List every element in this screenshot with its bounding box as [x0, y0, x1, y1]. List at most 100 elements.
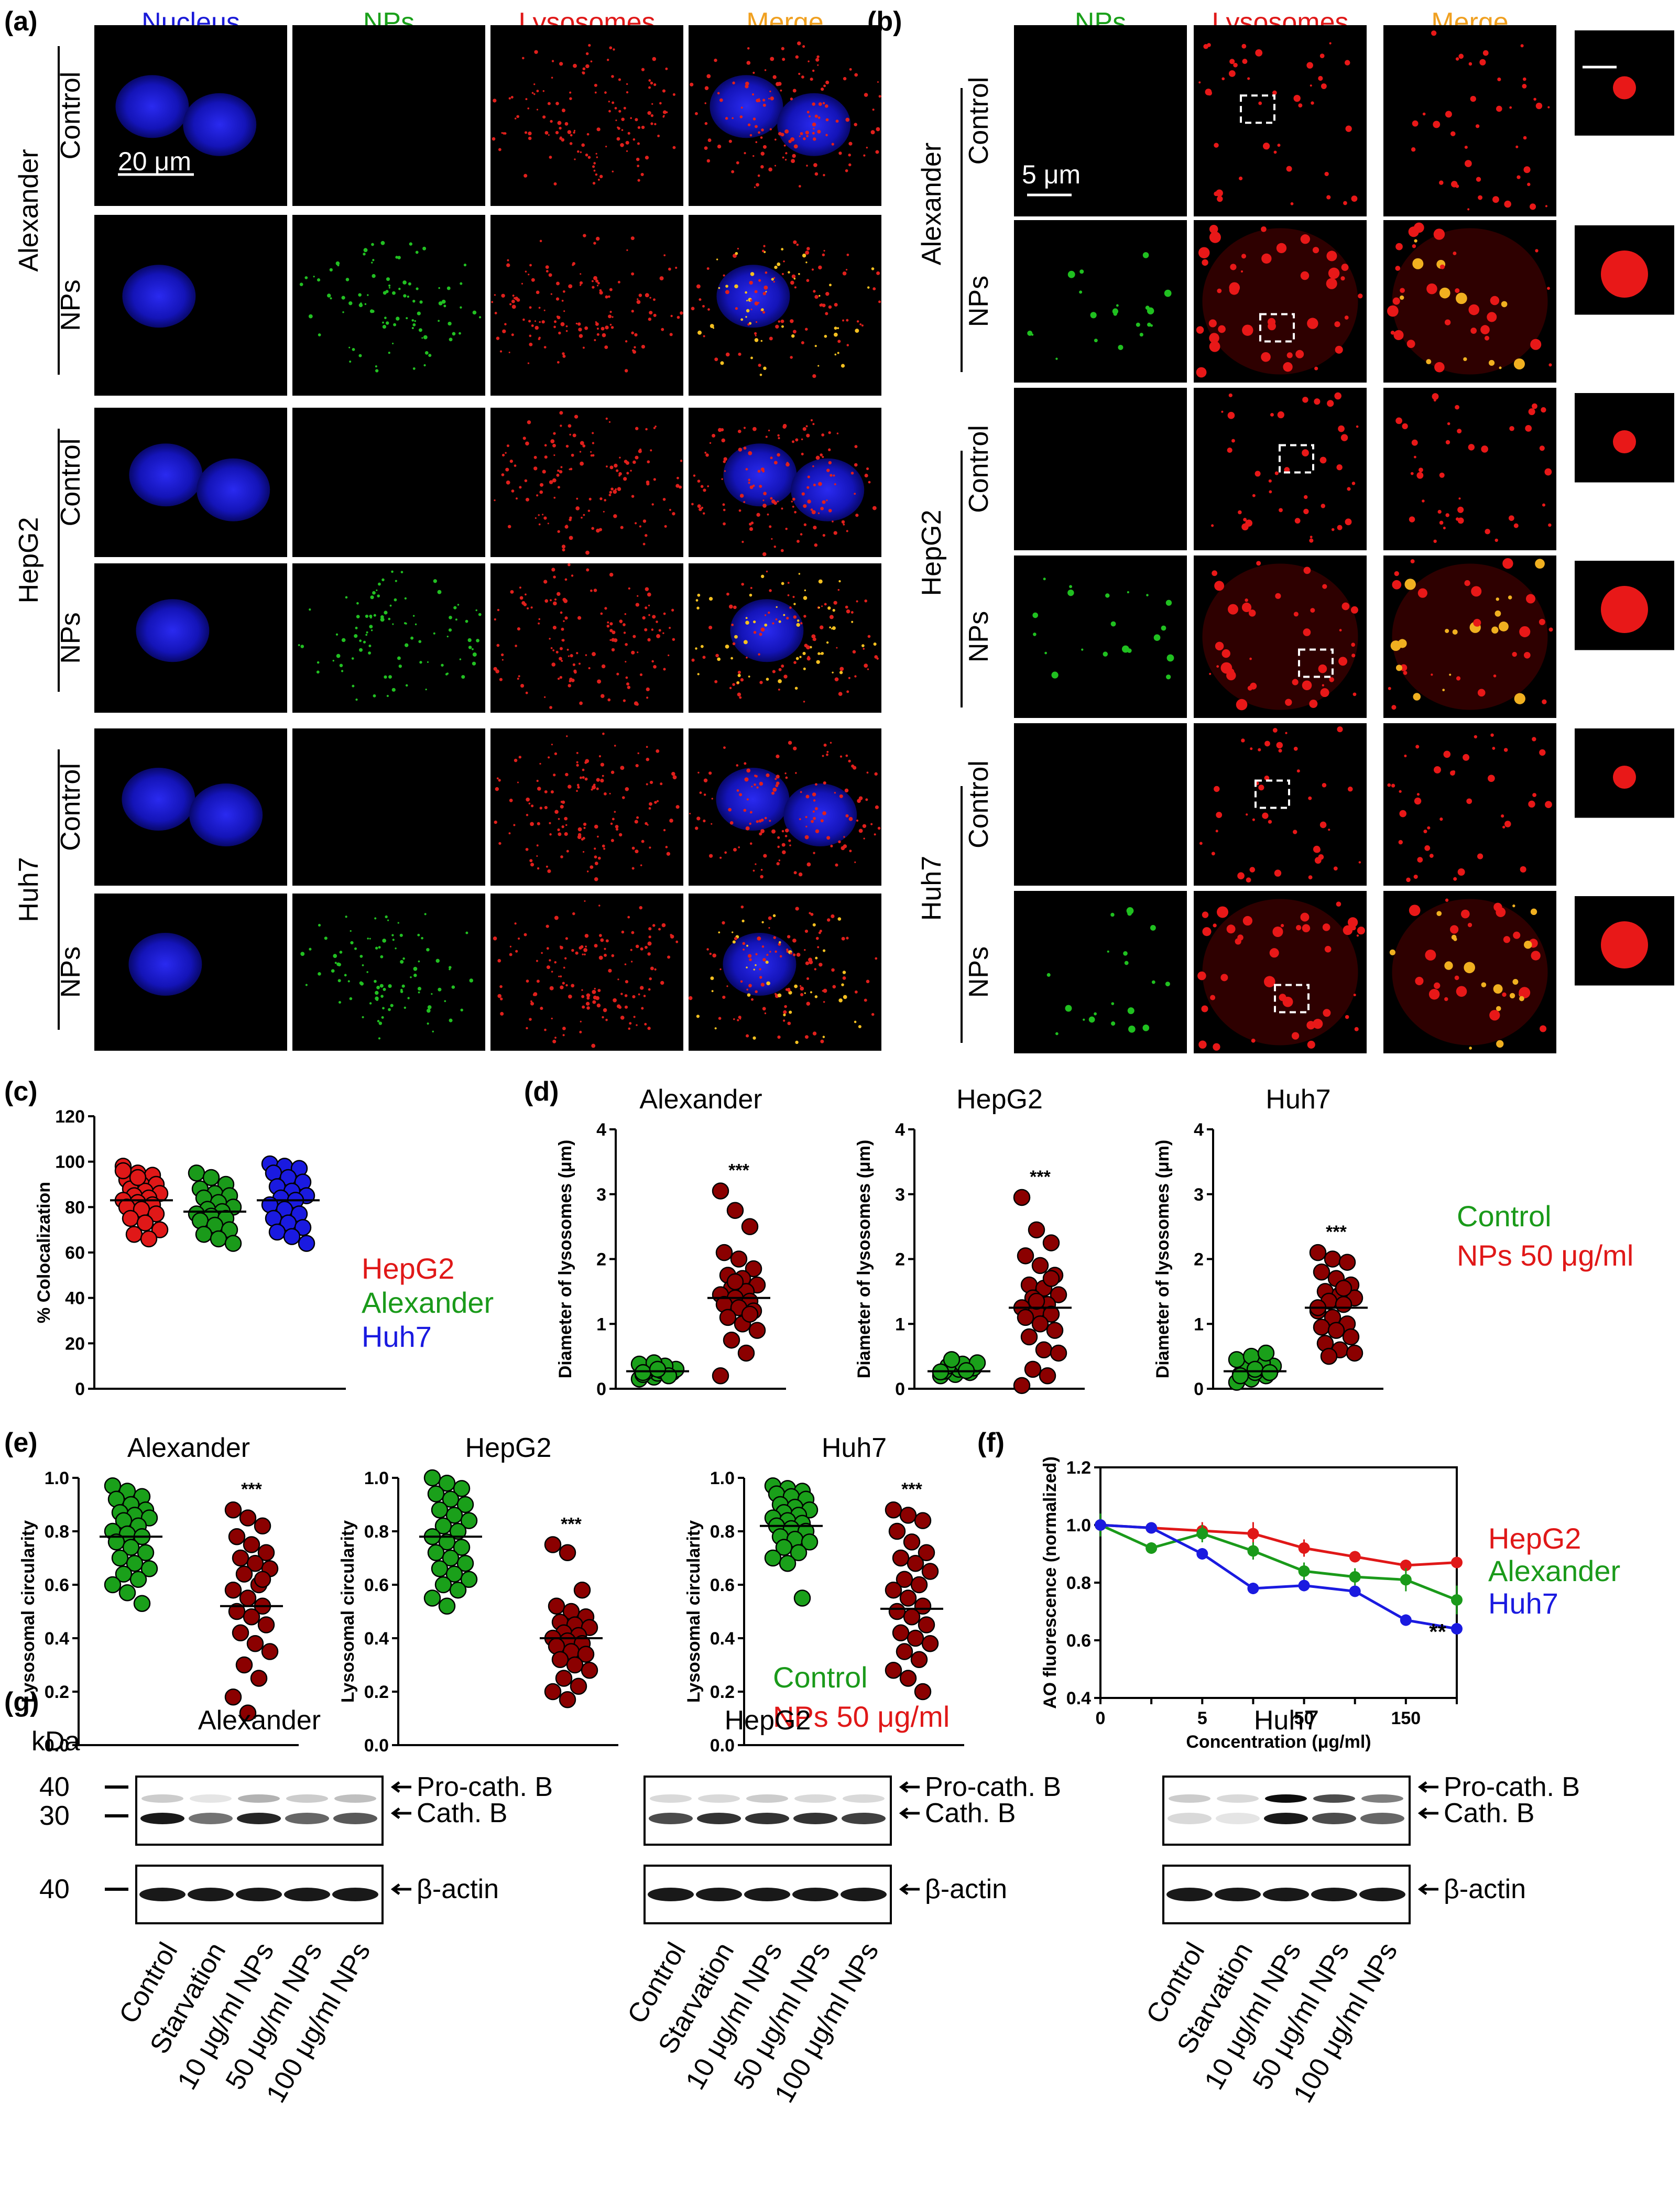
lysosome-dot: [1490, 733, 1494, 737]
lysosome-dot: [579, 281, 583, 285]
np-dot: [1083, 1018, 1085, 1021]
lysosome-dot: [807, 499, 811, 504]
lysosome-dot: [1264, 740, 1270, 747]
lysosome-dot: [1196, 367, 1207, 378]
lysosome-dot: [1228, 604, 1238, 615]
lysosome-dot: [1300, 234, 1310, 244]
y-tick-label: 4: [596, 1120, 606, 1140]
panel-a-cell-line: Alexander: [14, 149, 44, 271]
lysosome-dot: [823, 84, 826, 88]
band-actin: [696, 1888, 742, 1901]
lysosome-dot: [755, 141, 758, 144]
lysosome-dot: [846, 344, 849, 346]
micrograph-bg: [1014, 25, 1187, 216]
lysosome-dot: [1412, 120, 1419, 127]
lysosome-dot: [1290, 202, 1294, 205]
band-cath: [1312, 1813, 1356, 1824]
np-dot: [418, 640, 422, 644]
lysosome-dot: [631, 961, 633, 963]
y-tick-label: 0.6: [45, 1575, 69, 1595]
lysosome-dot: [558, 818, 560, 820]
lysosome-dot: [508, 832, 511, 835]
lysosome-dot: [599, 175, 603, 179]
lysosome-dot: [815, 936, 819, 940]
lysosome-dot: [599, 290, 603, 295]
lysosome-dot: [590, 865, 594, 869]
lysosome-dot: [1539, 618, 1545, 625]
lysosome-dot: [1238, 510, 1242, 515]
lysosome-dot: [560, 855, 563, 858]
panel-a-image: [94, 894, 287, 1051]
lysosome-dot: [844, 788, 849, 793]
lysosome-dot: [718, 1017, 722, 1020]
data-point: [1050, 1344, 1067, 1362]
lysosome-dot: [588, 667, 591, 670]
data-point: [723, 1331, 740, 1349]
lysosome-dot: [620, 526, 624, 529]
lysosome-dot: [631, 650, 635, 655]
y-tick-label: 1.0: [710, 1468, 735, 1488]
lysosome-dot: [543, 580, 548, 584]
lysosome-dot: [603, 510, 605, 513]
lysosome-dot: [592, 442, 595, 444]
chart-title: Huh7: [1266, 1084, 1330, 1115]
lysosome-dot: [623, 699, 626, 702]
lysosome-dot: [524, 479, 528, 483]
np-dot: [399, 933, 403, 937]
lysosome-dot: [595, 153, 597, 155]
y-tick-label: 0.4: [710, 1629, 735, 1649]
lysosome-dot: [544, 790, 548, 793]
lysosome-dot: [1455, 57, 1459, 61]
lysosome-dot: [770, 96, 774, 101]
lysosome-dot: [561, 299, 564, 302]
lysosome-dot: [843, 836, 845, 838]
lysosome-dot: [697, 330, 702, 335]
data-point: [573, 1581, 591, 1599]
lysosome-dot: [549, 986, 554, 990]
legend-1: Alexander: [362, 1286, 494, 1319]
lysosome-dot: [514, 117, 517, 119]
lysosome-dot: [839, 667, 844, 671]
band-actin: [1359, 1888, 1405, 1901]
data-point: [442, 1549, 460, 1567]
panel-b-image: [1014, 220, 1187, 383]
lysosome-dot: [562, 982, 565, 985]
lysosome-dot: [1509, 426, 1514, 431]
lysosome-dot: [739, 793, 743, 797]
lysosome-dot: [788, 271, 790, 274]
lysosome-dot: [828, 509, 832, 513]
lysosome-dot: [823, 249, 825, 252]
lysosome-dot: [625, 140, 629, 145]
panel-a-image: [292, 563, 485, 713]
lysosome-dot: [1432, 393, 1439, 400]
lysosome-dot: [1351, 195, 1358, 202]
lysosome-dot: [817, 512, 820, 515]
band-pro-cath: [334, 1794, 376, 1803]
lysosome-dot: [793, 746, 797, 750]
lysosome-dot: [863, 648, 865, 650]
lysosome-dot: [828, 431, 831, 434]
np-dot: [369, 938, 371, 940]
lysosome-dot: [625, 980, 629, 984]
lysosome-dot: [1263, 976, 1275, 987]
data-point: [246, 1554, 264, 1572]
data-point: [1035, 1341, 1053, 1358]
lysosome-dot: [569, 678, 573, 681]
lysosome-dot: [1390, 640, 1401, 651]
lysosome-dot: [1464, 580, 1470, 586]
lysosome-dot: [1522, 77, 1526, 81]
np-dot: [309, 947, 312, 951]
lysosome-dot: [793, 615, 797, 619]
lysosome-dot: [577, 827, 582, 832]
lysosome-dot: [750, 308, 752, 310]
lysosome-dot: [852, 650, 856, 654]
lysosome-dot: [565, 444, 569, 448]
lysosome-dot: [569, 536, 573, 540]
lysosome-dot: [638, 293, 642, 297]
np-dot: [414, 320, 417, 322]
lysosome-dot: [595, 996, 599, 1000]
lysosome-dot: [822, 102, 825, 105]
data-point: [1013, 1377, 1031, 1395]
np-dot: [388, 1008, 391, 1011]
